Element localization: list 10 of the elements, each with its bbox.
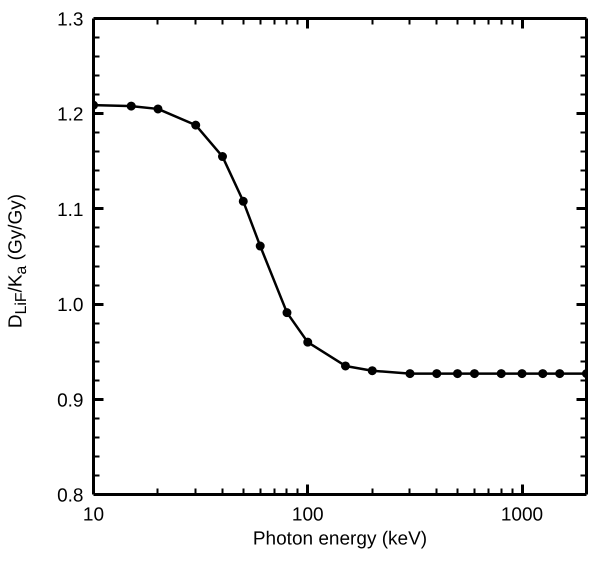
y-tick-label: 0.8 [57, 486, 84, 506]
y-tick-label: 0.9 [57, 390, 84, 412]
y-tick-label: 1.2 [57, 104, 84, 126]
y-tick-label: 1.3 [57, 10, 84, 30]
y-tick-label: 1.1 [57, 200, 84, 221]
y-tick-label: 1.0 [57, 295, 84, 316]
x-tick-label: 100 [292, 504, 324, 526]
x-tick-label: 10 [82, 504, 104, 526]
x-axis-title: Photon energy (keV) [252, 528, 428, 550]
x-tick-label: 1000 [500, 504, 544, 526]
